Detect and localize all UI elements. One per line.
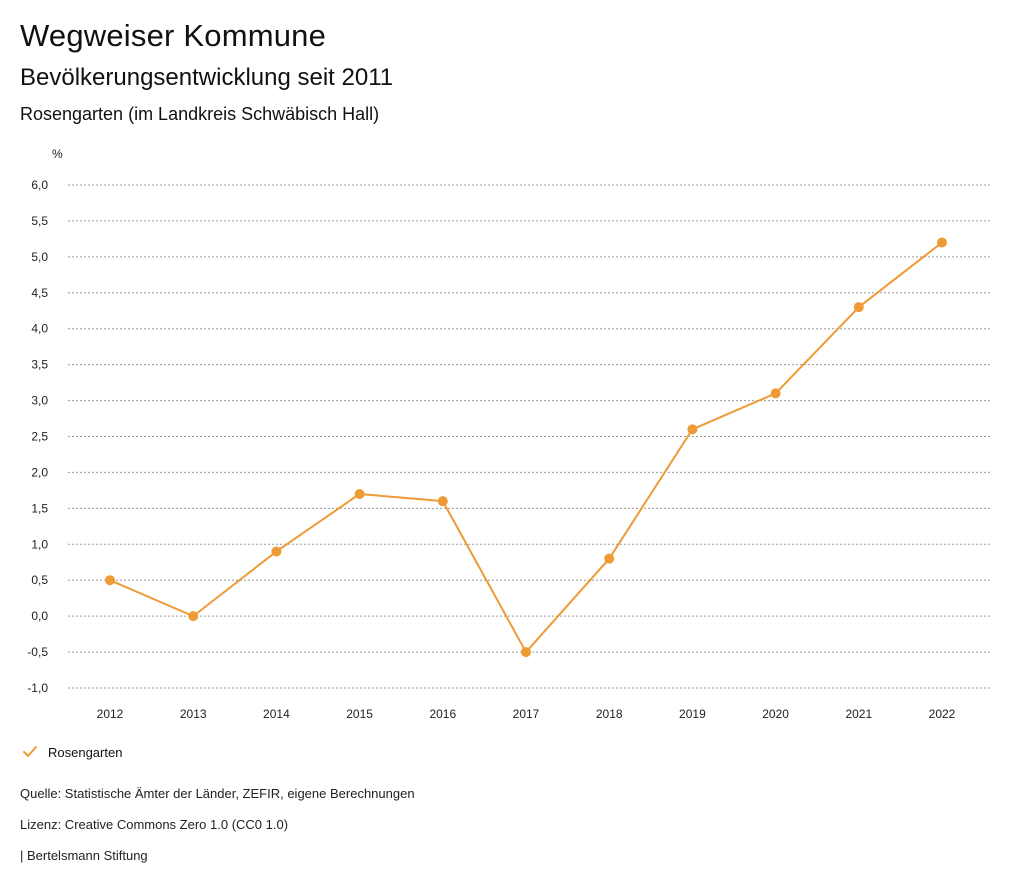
y-tick-label: -1,0	[27, 681, 48, 695]
data-point[interactable]	[770, 388, 781, 399]
x-tick-label: 2022	[929, 707, 956, 721]
publisher-note: | Bertelsmann Stiftung	[20, 848, 148, 863]
y-tick-label: 1,5	[31, 501, 48, 515]
x-tick-label: 2014	[263, 707, 290, 721]
data-point[interactable]	[271, 546, 282, 557]
series-line-rosengarten	[109, 241, 943, 654]
x-tick-label: 2020	[762, 707, 789, 721]
x-tick-label: 2016	[429, 707, 456, 721]
y-tick-label: 5,5	[31, 214, 48, 228]
data-point[interactable]	[687, 424, 698, 435]
page-title: Wegweiser Kommune	[20, 18, 327, 53]
x-tick-label: 2013	[180, 707, 207, 721]
source-note: Quelle: Statistische Ämter der Länder, Z…	[20, 786, 415, 801]
y-tick-label: 3,0	[31, 394, 48, 408]
data-point[interactable]	[604, 553, 615, 564]
y-tick-label: 2,5	[31, 430, 48, 444]
legend-item-rosengarten[interactable]: Rosengarten	[22, 744, 122, 760]
data-point[interactable]	[853, 302, 864, 313]
checkmark-icon	[23, 746, 37, 757]
chart-subtitle: Bevölkerungsentwicklung seit 2011	[20, 64, 394, 91]
y-tick-label: 2,0	[31, 465, 48, 479]
y-tick-label: 1,0	[31, 537, 48, 551]
y-tick-label: 0,5	[31, 573, 48, 587]
gridlines	[68, 184, 990, 689]
x-tick-label: 2015	[346, 707, 373, 721]
data-point[interactable]	[437, 496, 448, 507]
y-tick-label: 4,0	[31, 322, 48, 336]
x-tick-label: 2017	[513, 707, 540, 721]
y-tick-label: 0,0	[31, 609, 48, 623]
y-tick-label: 3,5	[31, 358, 48, 372]
x-tick-label: 2019	[679, 707, 706, 721]
line-chart: % -1,0 -0,5 0,0 0,5 1,0 1,5 2,0 2,5 3,0 3,5 4,0 4,5…	[27, 147, 990, 721]
y-axis-unit-label: %	[52, 147, 63, 161]
data-point[interactable]	[188, 611, 199, 622]
y-tick-label: 6,0	[31, 178, 48, 192]
x-tick-label: 2021	[845, 707, 872, 721]
x-tick-label: 2012	[97, 707, 124, 721]
x-axis-ticks: 2012 2013 2014 2015 2016 2017 2018 2019 2020 2021…	[97, 707, 956, 721]
data-point[interactable]	[937, 237, 947, 248]
license-note: Lizenz: Creative Commons Zero 1.0 (CC0 1…	[20, 817, 289, 832]
y-tick-label: 5,0	[31, 250, 48, 264]
series-group	[105, 237, 947, 658]
y-tick-label: -0,5	[27, 645, 48, 659]
y-tick-label: 4,5	[31, 286, 48, 300]
data-point[interactable]	[354, 488, 365, 499]
data-point[interactable]	[105, 575, 115, 586]
y-axis-ticks: -1,0 -0,5 0,0 0,5 1,0 1,5 2,0 2,5 3,0 3,5 4,0 4,5 5,…	[27, 178, 48, 695]
data-point[interactable]	[521, 647, 531, 658]
legend-label: Rosengarten	[48, 744, 123, 760]
x-tick-label: 2018	[596, 707, 623, 721]
region-heading: Rosengarten (im Landkreis Schwäbisch Hal…	[20, 104, 380, 124]
